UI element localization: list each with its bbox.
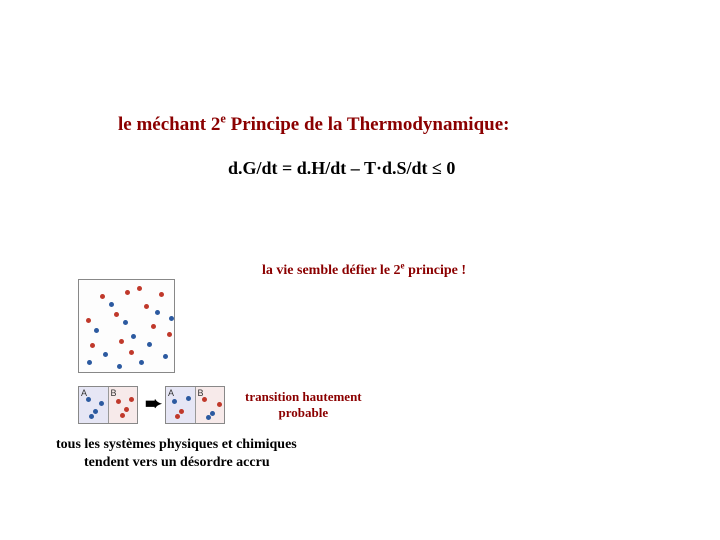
- dot: [131, 334, 136, 339]
- dot: [151, 324, 156, 329]
- dot: [99, 401, 104, 406]
- dot: [89, 414, 94, 419]
- dot: [172, 399, 177, 404]
- dot: [93, 409, 98, 414]
- label-b: B: [111, 388, 117, 398]
- dot: [86, 318, 91, 323]
- dot: [159, 292, 164, 297]
- dot: [123, 320, 128, 325]
- dot: [144, 304, 149, 309]
- dot: [169, 316, 174, 321]
- dot: [125, 290, 130, 295]
- dot: [175, 414, 180, 419]
- dot: [206, 415, 211, 420]
- dot: [217, 402, 222, 407]
- arrow-icon: ➨: [145, 394, 162, 414]
- dot: [147, 342, 152, 347]
- slide-title: le méchant 2e Principe de la Thermodynam…: [118, 114, 509, 136]
- transition-line1: transition hautement: [245, 389, 362, 404]
- dot: [86, 397, 91, 402]
- life-defies-text: la vie semble défier le 2e principe !: [262, 263, 466, 279]
- state-box-after: A B: [165, 386, 225, 424]
- dot: [155, 310, 160, 315]
- transition-line2: probable: [279, 405, 329, 420]
- dot: [117, 364, 122, 369]
- systems-line2: tendent vers un désordre accru: [56, 454, 270, 472]
- dot: [139, 360, 144, 365]
- dot: [119, 339, 124, 344]
- half-b: B: [196, 387, 225, 423]
- dot: [87, 360, 92, 365]
- dot: [186, 396, 191, 401]
- dot: [137, 286, 142, 291]
- dot: [129, 350, 134, 355]
- slide-page: { "title": { "text_html": "le méchant 2<…: [0, 0, 720, 540]
- dot: [129, 397, 134, 402]
- state-box-before: A B: [78, 386, 138, 424]
- dot: [202, 397, 207, 402]
- dot: [163, 354, 168, 359]
- systems-line1: tous les systèmes physiques et chimiques: [56, 437, 297, 452]
- dot: [120, 413, 125, 418]
- half-a: A: [166, 387, 196, 423]
- dot: [90, 343, 95, 348]
- systems-caption: tous les systèmes physiques et chimiques…: [56, 436, 297, 471]
- transition-caption: transition hautement probable: [245, 389, 362, 420]
- dot: [109, 302, 114, 307]
- half-b: B: [109, 387, 138, 423]
- dot: [179, 409, 184, 414]
- dot: [100, 294, 105, 299]
- scatter-diagram: [78, 279, 175, 373]
- dot: [103, 352, 108, 357]
- equation-text: d.G/dt = d.H/dt – T·d.S/dt ≤ 0: [228, 158, 455, 179]
- label-a: A: [168, 388, 174, 398]
- dot: [94, 328, 99, 333]
- half-a: A: [79, 387, 109, 423]
- dot: [124, 407, 129, 412]
- dot: [167, 332, 172, 337]
- dot: [116, 399, 121, 404]
- dot: [114, 312, 119, 317]
